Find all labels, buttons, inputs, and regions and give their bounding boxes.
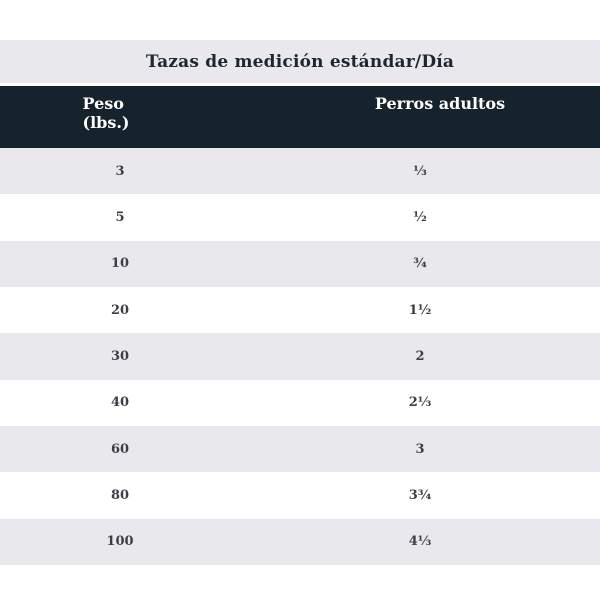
peso-value: 60	[110, 441, 130, 457]
tazas-value: 2	[415, 348, 425, 364]
table-body: 3 ⅓ 5 ½ 10 ¾ 20 1½ 30 2 40 2⅓ 60 3 80 3¾	[0, 148, 600, 565]
tazas-value: 3	[415, 441, 425, 457]
table-row: 80 3¾	[0, 472, 600, 519]
peso-value: 10	[110, 256, 130, 272]
peso-value: 30	[110, 348, 130, 364]
table-title-band: Tazas de medición estándar/Día	[0, 40, 600, 83]
peso-value: 20	[110, 302, 130, 318]
table-row: 100 4⅓	[0, 518, 600, 565]
tazas-value: 3¾	[408, 487, 432, 503]
tazas-value: 4⅓	[408, 534, 432, 550]
table-row: 10 ¾	[0, 240, 600, 287]
tazas-value: ¾	[413, 256, 427, 272]
table-title: Tazas de medición estándar/Día	[145, 51, 455, 72]
table-row: 40 2⅓	[0, 379, 600, 426]
tazas-value: ½	[413, 209, 427, 225]
table-row: 3 ⅓	[0, 148, 600, 195]
column-header-peso: Peso (lbs.)	[0, 86, 240, 148]
peso-value: 5	[115, 209, 125, 225]
table-header-row: Peso (lbs.) Perros adultos	[0, 86, 600, 148]
peso-value: 40	[110, 395, 130, 411]
column-header-peso-line2: (lbs.)	[82, 113, 130, 132]
table-row: 60 3	[0, 425, 600, 473]
tazas-value: ⅓	[413, 163, 427, 179]
peso-value: 100	[106, 534, 134, 550]
table-row: 5 ½	[0, 194, 600, 241]
tazas-value: 2⅓	[408, 395, 432, 411]
column-header-perros-adultos-label: Perros adultos	[374, 94, 506, 113]
peso-value: 3	[115, 163, 125, 179]
tazas-value: 1½	[408, 302, 432, 318]
column-header-perros-adultos: Perros adultos	[240, 86, 600, 148]
table-row: 20 1½	[0, 286, 600, 334]
peso-value: 80	[110, 487, 130, 503]
table-row: 30 2	[0, 333, 600, 380]
column-header-peso-line1: Peso	[82, 94, 124, 113]
